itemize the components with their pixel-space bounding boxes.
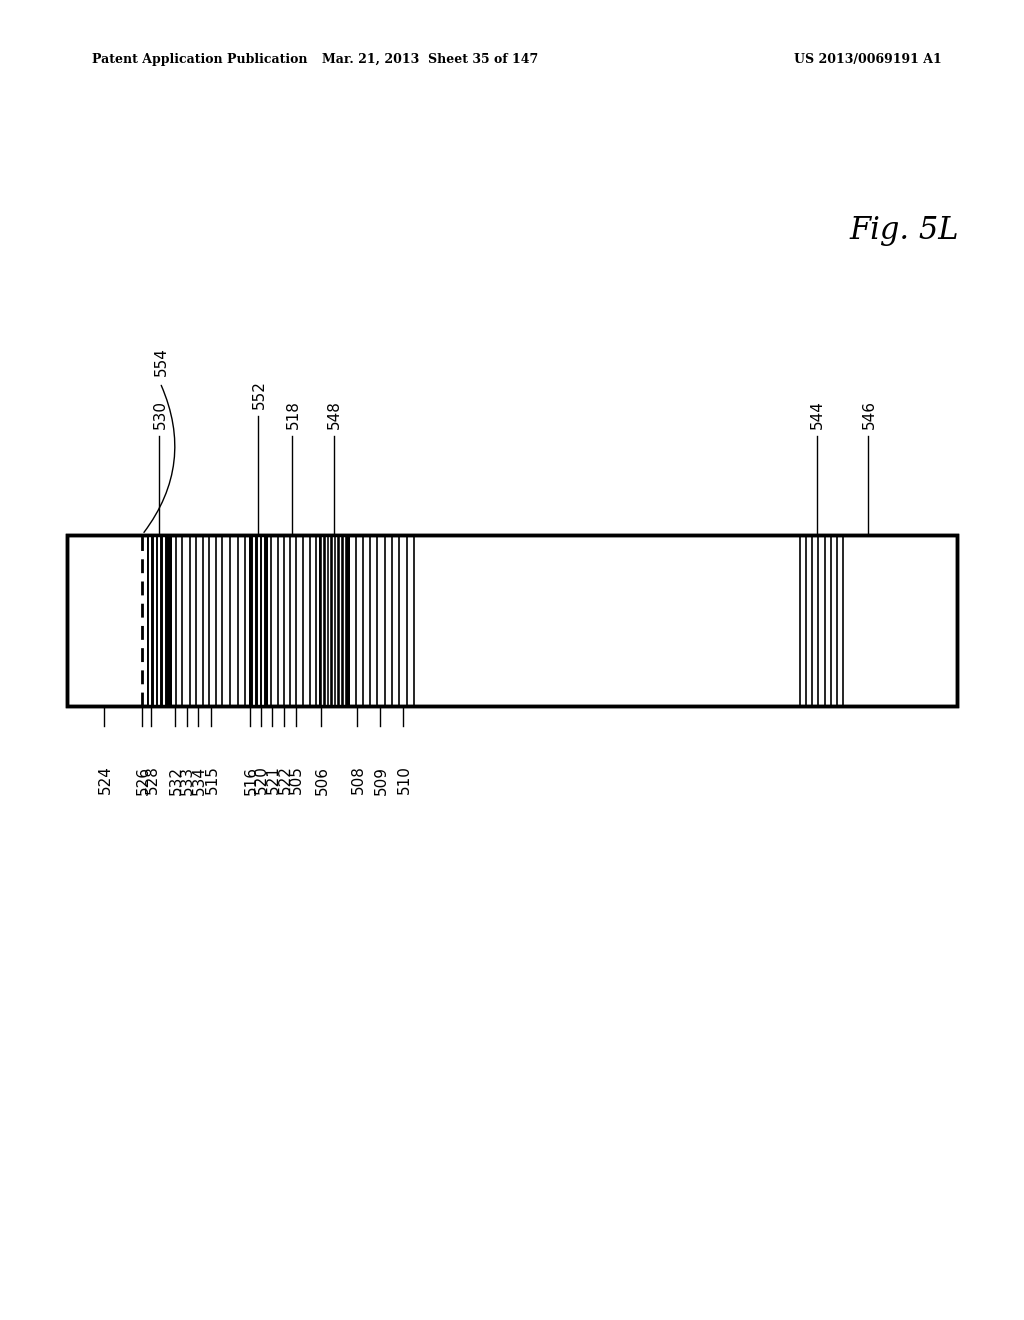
Text: 506: 506 [314, 766, 330, 795]
Text: 521: 521 [266, 766, 281, 795]
Text: 534: 534 [191, 766, 207, 795]
Text: 530: 530 [153, 400, 168, 429]
Text: Fig. 5L: Fig. 5L [850, 215, 959, 247]
Text: 518: 518 [286, 400, 300, 429]
Text: 552: 552 [252, 380, 266, 409]
Text: 533: 533 [180, 766, 196, 795]
Text: Mar. 21, 2013  Sheet 35 of 147: Mar. 21, 2013 Sheet 35 of 147 [322, 53, 539, 66]
Text: 554: 554 [154, 347, 169, 376]
Text: US 2013/0069191 A1: US 2013/0069191 A1 [795, 53, 942, 66]
Text: 515: 515 [205, 766, 219, 795]
Text: 528: 528 [144, 766, 160, 795]
Text: 508: 508 [350, 766, 366, 795]
Text: 505: 505 [289, 766, 304, 795]
Text: 510: 510 [397, 766, 412, 795]
Text: 546: 546 [862, 400, 877, 429]
Bar [318, 535, 350, 706]
Text: 520: 520 [254, 766, 269, 795]
Bar [67, 535, 957, 706]
Text: Patent Application Publication: Patent Application Publication [92, 53, 307, 66]
Text: 548: 548 [328, 400, 342, 429]
Text: 522: 522 [278, 766, 293, 795]
Text: 526: 526 [136, 766, 151, 795]
Text: 524: 524 [97, 766, 113, 795]
Text: 532: 532 [169, 766, 183, 795]
Text: 516: 516 [244, 766, 259, 795]
Text: 509: 509 [374, 766, 389, 795]
Bar [249, 535, 268, 706]
Text: 544: 544 [810, 400, 825, 429]
Bar [146, 535, 172, 706]
Bar [67, 535, 957, 706]
